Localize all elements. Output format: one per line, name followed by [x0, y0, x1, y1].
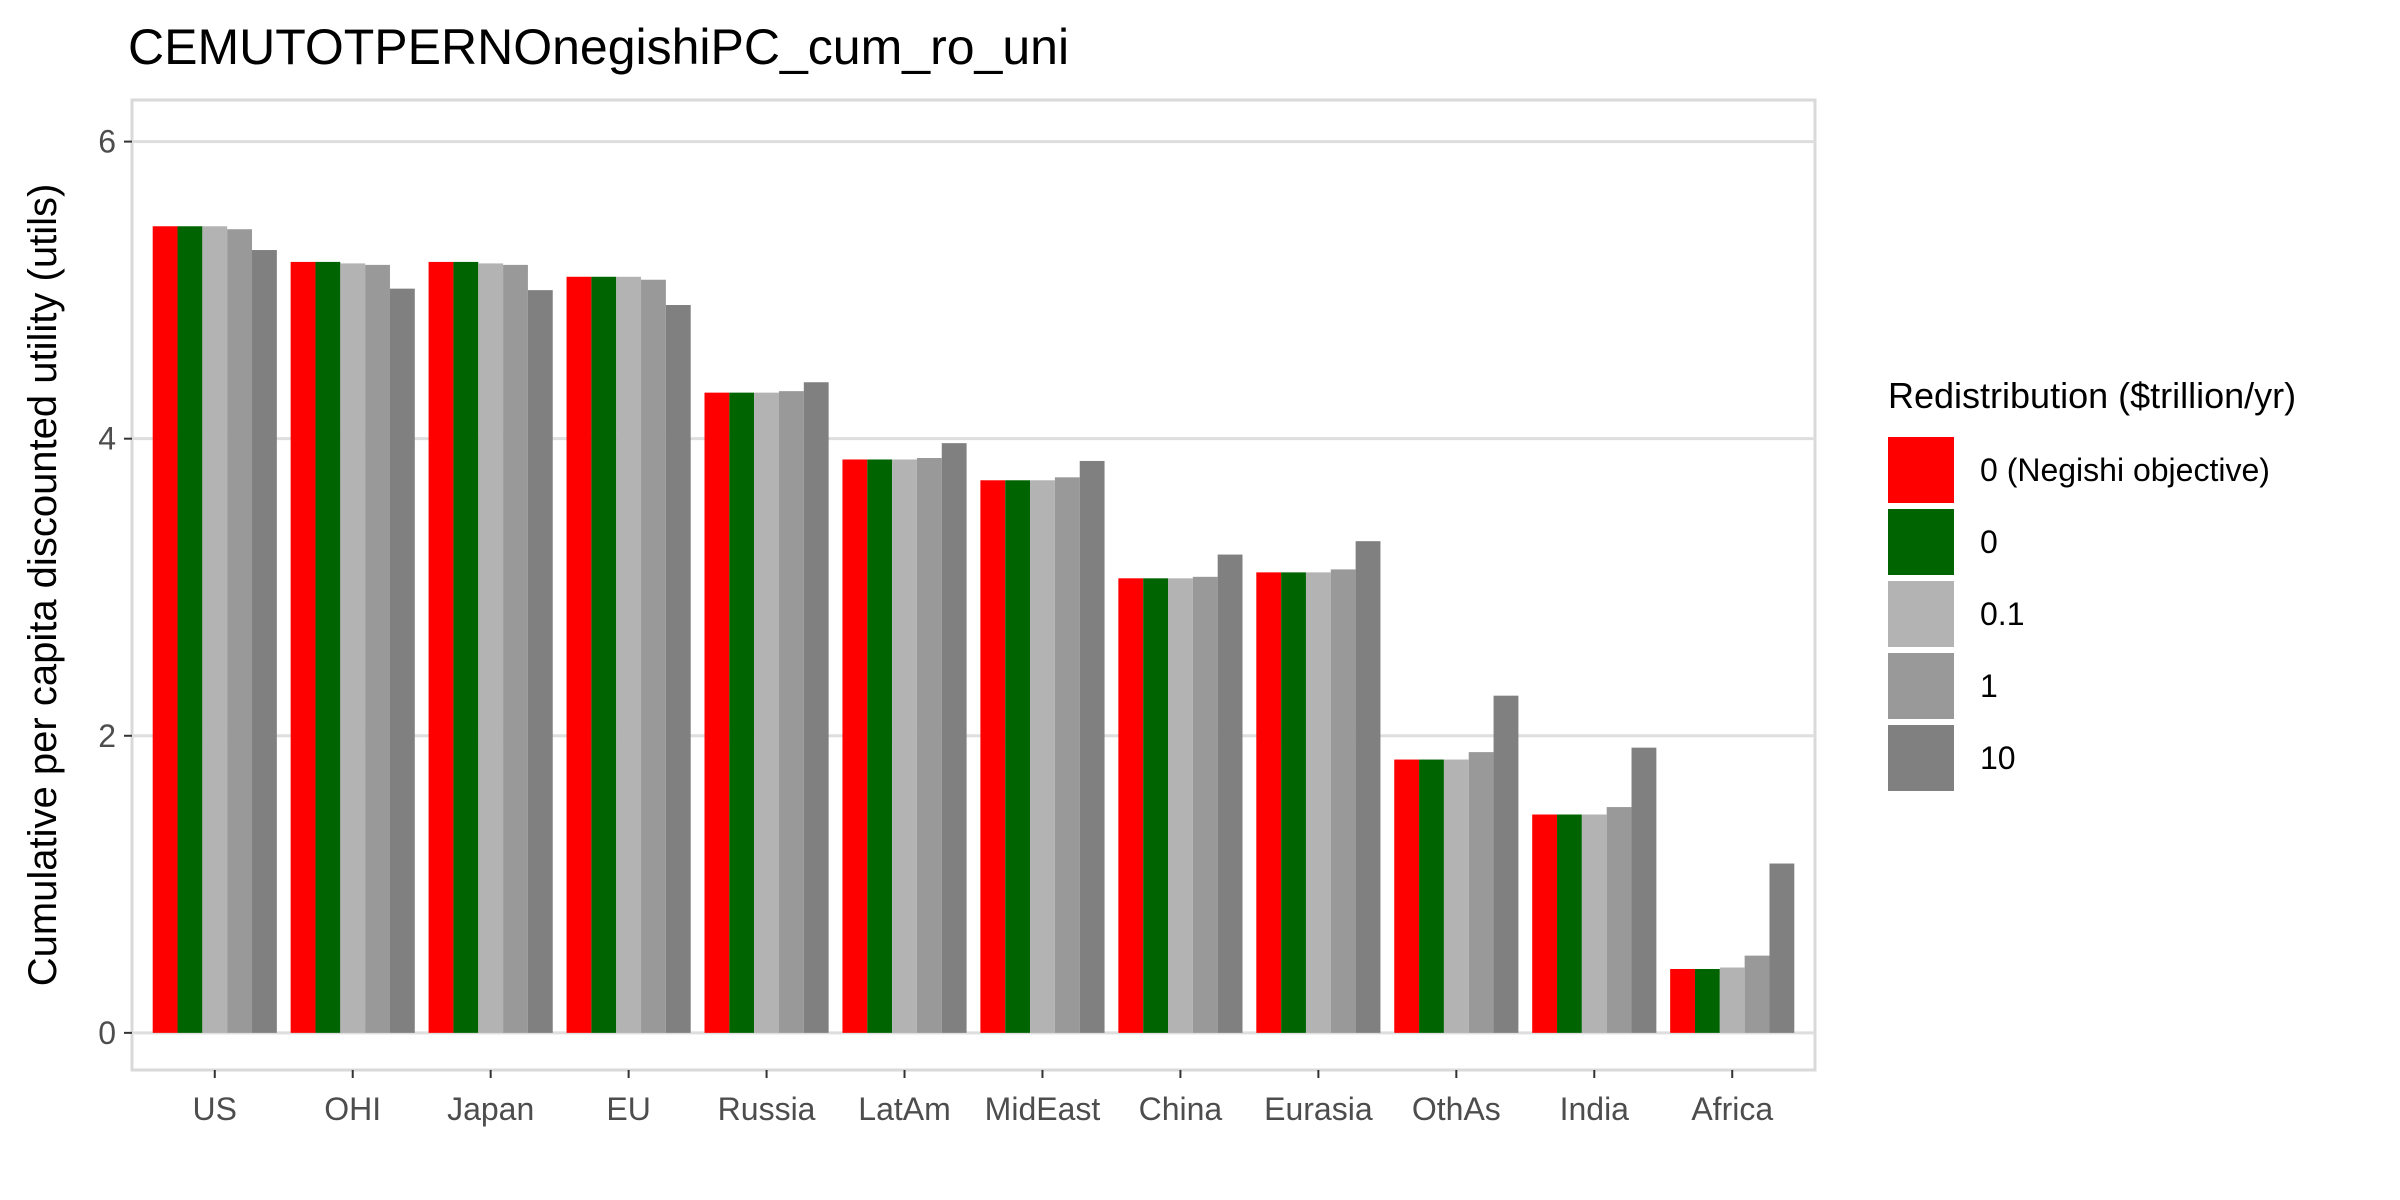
legend-label: 10 [1980, 740, 2016, 776]
x-tick-label: OthAs [1412, 1091, 1501, 1127]
bar [842, 459, 868, 1033]
legend-swatch [1888, 653, 1954, 719]
legend-label: 1 [1980, 668, 1998, 704]
bar [290, 261, 316, 1033]
bar [566, 276, 592, 1033]
bar [340, 263, 366, 1033]
bar [527, 290, 553, 1033]
bar [478, 263, 504, 1033]
bar [503, 264, 528, 1033]
bar [227, 229, 253, 1033]
bar [1694, 968, 1720, 1033]
bar [1305, 572, 1331, 1033]
bar [704, 392, 730, 1033]
x-tick-label: Africa [1691, 1091, 1773, 1127]
bar [453, 261, 479, 1033]
legend-swatch [1888, 581, 1954, 647]
bar [152, 226, 178, 1033]
bar [1670, 968, 1695, 1033]
legend: Redistribution ($trillion/yr) 0 (Negishi… [1888, 375, 2296, 791]
bar [665, 304, 691, 1033]
y-tick-label: 4 [98, 421, 116, 457]
bar [1118, 578, 1144, 1033]
x-tick-label: Eurasia [1264, 1091, 1373, 1127]
bar [1493, 695, 1519, 1033]
legend-swatch [1888, 509, 1954, 575]
bar [1330, 569, 1356, 1033]
bar [803, 382, 829, 1033]
bar [1769, 863, 1795, 1033]
bar [1168, 578, 1193, 1033]
bar [980, 480, 1006, 1033]
y-axis-ticks: 0 2 4 6 [98, 124, 132, 1051]
x-tick-label: China [1139, 1091, 1223, 1127]
bar [1419, 759, 1444, 1033]
bar [1557, 814, 1582, 1033]
bar [252, 250, 277, 1033]
x-tick-label: Russia [718, 1091, 816, 1127]
legend-label: 0 [1980, 524, 1998, 560]
bar [1744, 955, 1770, 1033]
bar [729, 392, 755, 1033]
bar [1256, 572, 1282, 1033]
bar [389, 288, 415, 1033]
bar [1532, 814, 1558, 1033]
x-tick-label: MidEast [985, 1091, 1101, 1127]
bar [641, 279, 666, 1033]
bars [152, 226, 1795, 1033]
bar [591, 276, 617, 1033]
bar [1394, 759, 1420, 1033]
bar [1606, 807, 1632, 1033]
bar [177, 226, 203, 1033]
bar [428, 261, 454, 1033]
bar [1355, 541, 1381, 1033]
y-tick-label: 6 [98, 124, 116, 160]
bar [1054, 477, 1080, 1033]
bar [1005, 480, 1031, 1033]
bar [616, 276, 642, 1033]
bar [941, 443, 967, 1033]
legend-label: 0 (Negishi objective) [1980, 452, 2270, 488]
y-tick-label: 2 [98, 718, 116, 754]
bar [1281, 572, 1306, 1033]
x-tick-label: India [1560, 1091, 1630, 1127]
bar [1192, 576, 1218, 1033]
legend-swatch [1888, 437, 1954, 503]
x-tick-label: EU [606, 1091, 650, 1127]
bar [1719, 967, 1745, 1033]
x-tick-label: US [193, 1091, 237, 1127]
bar [1030, 480, 1055, 1033]
x-tick-label: Japan [447, 1091, 534, 1127]
legend-swatch [1888, 725, 1954, 791]
legend-label: 0.1 [1980, 596, 2024, 632]
bar [754, 392, 779, 1033]
bar [778, 391, 804, 1033]
bar [1143, 578, 1169, 1033]
x-tick-label: LatAm [858, 1091, 950, 1127]
bar [1443, 759, 1469, 1033]
chart-title: CEMUTOTPERNOnegishiPC_cum_ro_uni [128, 19, 1069, 75]
bar [1581, 814, 1607, 1033]
legend-title: Redistribution ($trillion/yr) [1888, 375, 2296, 416]
bar [1631, 747, 1657, 1033]
bar [1468, 752, 1494, 1033]
x-axis-ticks: US OHI Japan EU Russia LatAm MidEast China Euras… [193, 1070, 1773, 1127]
x-tick-label: OHI [324, 1091, 381, 1127]
bar [315, 261, 341, 1033]
bar [202, 226, 228, 1033]
y-axis-title: Cumulative per capita discounted utility… [21, 184, 65, 987]
bar [892, 459, 917, 1033]
bar [365, 264, 390, 1033]
bar [867, 459, 893, 1033]
bar [916, 457, 942, 1033]
bar [1079, 460, 1105, 1033]
bar [1217, 554, 1243, 1033]
y-tick-label: 0 [98, 1015, 116, 1051]
